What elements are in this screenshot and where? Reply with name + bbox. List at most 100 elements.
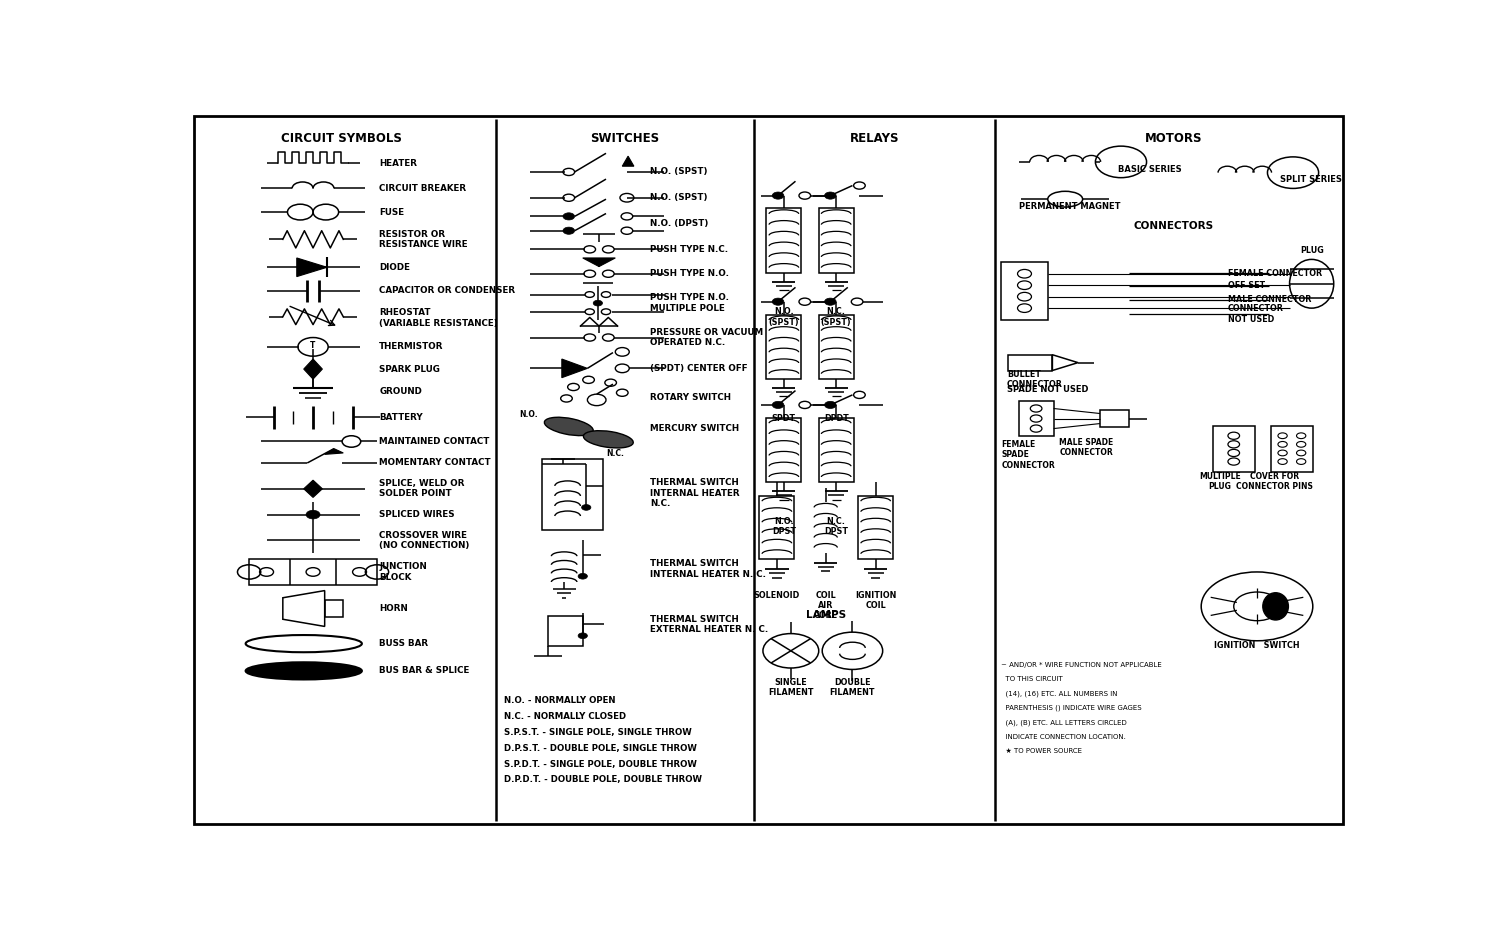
- Text: MULTIPLE
PLUG: MULTIPLE PLUG: [1198, 472, 1240, 491]
- Text: BULLET
CONNECTOR: BULLET CONNECTOR: [1007, 370, 1064, 389]
- Bar: [858, 496, 892, 559]
- Text: GROUND: GROUND: [380, 386, 422, 396]
- Circle shape: [825, 192, 836, 199]
- Polygon shape: [303, 359, 322, 379]
- Text: OFF SET: OFF SET: [1228, 281, 1264, 290]
- Text: N.O. (SPST): N.O. (SPST): [650, 194, 708, 202]
- Text: DOUBLE
FILAMENT: DOUBLE FILAMENT: [830, 678, 874, 697]
- Text: HORN: HORN: [380, 604, 408, 613]
- Text: THERMAL SWITCH
EXTERNAL HEATER N. C.: THERMAL SWITCH EXTERNAL HEATER N. C.: [650, 614, 768, 634]
- Text: CONNECTOR
NOT USED: CONNECTOR NOT USED: [1228, 304, 1284, 324]
- Text: (SPDT) CENTER OFF: (SPDT) CENTER OFF: [650, 364, 748, 372]
- Text: N.O. - NORMALLY OPEN: N.O. - NORMALLY OPEN: [504, 696, 615, 706]
- Text: MERCURY SWITCH: MERCURY SWITCH: [650, 425, 740, 433]
- Text: N.O.
(SPST): N.O. (SPST): [768, 307, 800, 327]
- Text: COVER FOR
CONNECTOR PINS: COVER FOR CONNECTOR PINS: [1236, 472, 1312, 491]
- Circle shape: [772, 401, 784, 409]
- Text: PERMANENT MAGNET: PERMANENT MAGNET: [1019, 202, 1120, 210]
- Ellipse shape: [584, 431, 633, 448]
- Polygon shape: [622, 156, 634, 167]
- Text: ROTARY SWITCH: ROTARY SWITCH: [650, 393, 730, 401]
- Text: LAMPS: LAMPS: [806, 610, 846, 620]
- Text: SINGLE
FILAMENT: SINGLE FILAMENT: [768, 678, 813, 697]
- Text: N.O. (SPST): N.O. (SPST): [650, 168, 708, 177]
- Text: N.O. (DPST): N.O. (DPST): [650, 219, 708, 228]
- Text: PARENTHESIS () INDICATE WIRE GAGES: PARENTHESIS () INDICATE WIRE GAGES: [1002, 705, 1142, 711]
- Ellipse shape: [1263, 593, 1288, 620]
- Text: TO THIS CIRCUIT: TO THIS CIRCUIT: [1002, 677, 1064, 682]
- Text: MOTORS: MOTORS: [1144, 132, 1202, 145]
- Text: N.C.: N.C.: [606, 449, 624, 458]
- Text: CIRCUIT BREAKER: CIRCUIT BREAKER: [380, 184, 466, 193]
- Text: N.C.
DPST: N.C. DPST: [824, 517, 848, 536]
- Text: PUSH TYPE N.O.
MULTIPLE POLE: PUSH TYPE N.O. MULTIPLE POLE: [650, 293, 729, 313]
- Text: IGNITION
COIL: IGNITION COIL: [855, 590, 897, 610]
- Circle shape: [562, 213, 574, 220]
- Circle shape: [825, 298, 836, 305]
- Circle shape: [592, 301, 603, 306]
- Text: SPDT: SPDT: [772, 413, 796, 423]
- Bar: [548, 615, 582, 646]
- Text: SWITCHES: SWITCHES: [590, 132, 658, 145]
- Text: N.O.: N.O.: [519, 411, 537, 420]
- Circle shape: [306, 510, 320, 519]
- Text: RESISTOR OR
RESISTANCE WIRE: RESISTOR OR RESISTANCE WIRE: [380, 230, 468, 249]
- Text: PUSH TYPE N.O.: PUSH TYPE N.O.: [650, 269, 729, 278]
- Circle shape: [825, 401, 836, 409]
- Bar: [766, 209, 801, 273]
- Circle shape: [578, 573, 588, 579]
- Bar: [1270, 425, 1312, 472]
- Text: DPDT: DPDT: [824, 413, 849, 423]
- Text: ~ AND/OR * WIRE FUNCTION NOT APPLICABLE: ~ AND/OR * WIRE FUNCTION NOT APPLICABLE: [1002, 662, 1162, 668]
- Bar: [324, 600, 344, 617]
- Ellipse shape: [246, 662, 362, 680]
- Polygon shape: [582, 258, 615, 266]
- Bar: [1019, 401, 1053, 436]
- Bar: [1008, 355, 1053, 371]
- Circle shape: [772, 298, 784, 305]
- Text: SPADE NOT USED: SPADE NOT USED: [1007, 385, 1089, 395]
- Text: SPLICE, WELD OR
SOLDER POINT: SPLICE, WELD OR SOLDER POINT: [380, 479, 465, 498]
- Text: MALE SPADE
CONNECTOR: MALE SPADE CONNECTOR: [1059, 438, 1113, 457]
- Text: FEMALE
SPADE
CONNECTOR: FEMALE SPADE CONNECTOR: [1002, 440, 1054, 470]
- Text: THERMAL SWITCH
INTERNAL HEATER N. C.: THERMAL SWITCH INTERNAL HEATER N. C.: [650, 560, 766, 579]
- Text: FUSE: FUSE: [380, 208, 405, 217]
- Text: S.P.S.T. - SINGLE POLE, SINGLE THROW: S.P.S.T. - SINGLE POLE, SINGLE THROW: [504, 728, 692, 737]
- Text: MAINTAINED CONTACT: MAINTAINED CONTACT: [380, 437, 489, 446]
- Text: CIRCUIT SYMBOLS: CIRCUIT SYMBOLS: [280, 132, 402, 145]
- Text: THERMISTOR: THERMISTOR: [380, 343, 444, 351]
- Bar: [766, 315, 801, 379]
- Text: SOLENOID: SOLENOID: [754, 590, 800, 600]
- Text: BATTERY: BATTERY: [380, 412, 423, 422]
- Bar: [542, 459, 603, 531]
- Circle shape: [578, 633, 588, 639]
- Polygon shape: [303, 480, 322, 497]
- Text: N.C.
(SPST): N.C. (SPST): [821, 307, 852, 327]
- Ellipse shape: [544, 417, 592, 436]
- Text: SPLICED WIRES: SPLICED WIRES: [380, 510, 454, 519]
- Text: THERMAL SWITCH
INTERNAL HEATER
N.C.: THERMAL SWITCH INTERNAL HEATER N.C.: [650, 479, 740, 508]
- Text: (A), (B) ETC. ALL LETTERS CIRCLED: (A), (B) ETC. ALL LETTERS CIRCLED: [1002, 720, 1126, 726]
- Text: FEMALE CONNECTOR: FEMALE CONNECTOR: [1228, 268, 1322, 277]
- Text: MALE CONNECTOR: MALE CONNECTOR: [1228, 295, 1311, 304]
- Text: MOMENTARY CONTACT: MOMENTARY CONTACT: [380, 458, 490, 467]
- Text: BUSS BAR: BUSS BAR: [380, 640, 429, 648]
- Polygon shape: [297, 258, 327, 277]
- Circle shape: [582, 505, 591, 510]
- Text: CAPACITOR OR CONDENSER: CAPACITOR OR CONDENSER: [380, 287, 516, 295]
- Text: T: T: [310, 341, 315, 350]
- Bar: [1100, 410, 1130, 427]
- Text: RHEOSTAT
(VARIABLE RESISTANCE): RHEOSTAT (VARIABLE RESISTANCE): [380, 308, 498, 328]
- Text: RELAYS: RELAYS: [850, 132, 900, 145]
- Text: D.P.S.T. - DOUBLE POLE, SINGLE THROW: D.P.S.T. - DOUBLE POLE, SINGLE THROW: [504, 744, 696, 753]
- Bar: [249, 559, 376, 585]
- Text: JUNCTION
BLOCK: JUNCTION BLOCK: [380, 562, 427, 582]
- Text: CROSSOVER WIRE
(NO CONNECTION): CROSSOVER WIRE (NO CONNECTION): [380, 531, 470, 550]
- Text: (14), (16) ETC. ALL NUMBERS IN: (14), (16) ETC. ALL NUMBERS IN: [1002, 691, 1118, 697]
- Text: PUSH TYPE N.C.: PUSH TYPE N.C.: [650, 245, 729, 254]
- Text: IGNITION   SWITCH: IGNITION SWITCH: [1214, 641, 1300, 650]
- Text: SPLIT SERIES: SPLIT SERIES: [1280, 175, 1342, 184]
- Bar: [819, 209, 854, 273]
- Text: COIL
AIR
CORE: COIL AIR CORE: [813, 590, 838, 620]
- Text: CONNECTORS: CONNECTORS: [1132, 222, 1214, 232]
